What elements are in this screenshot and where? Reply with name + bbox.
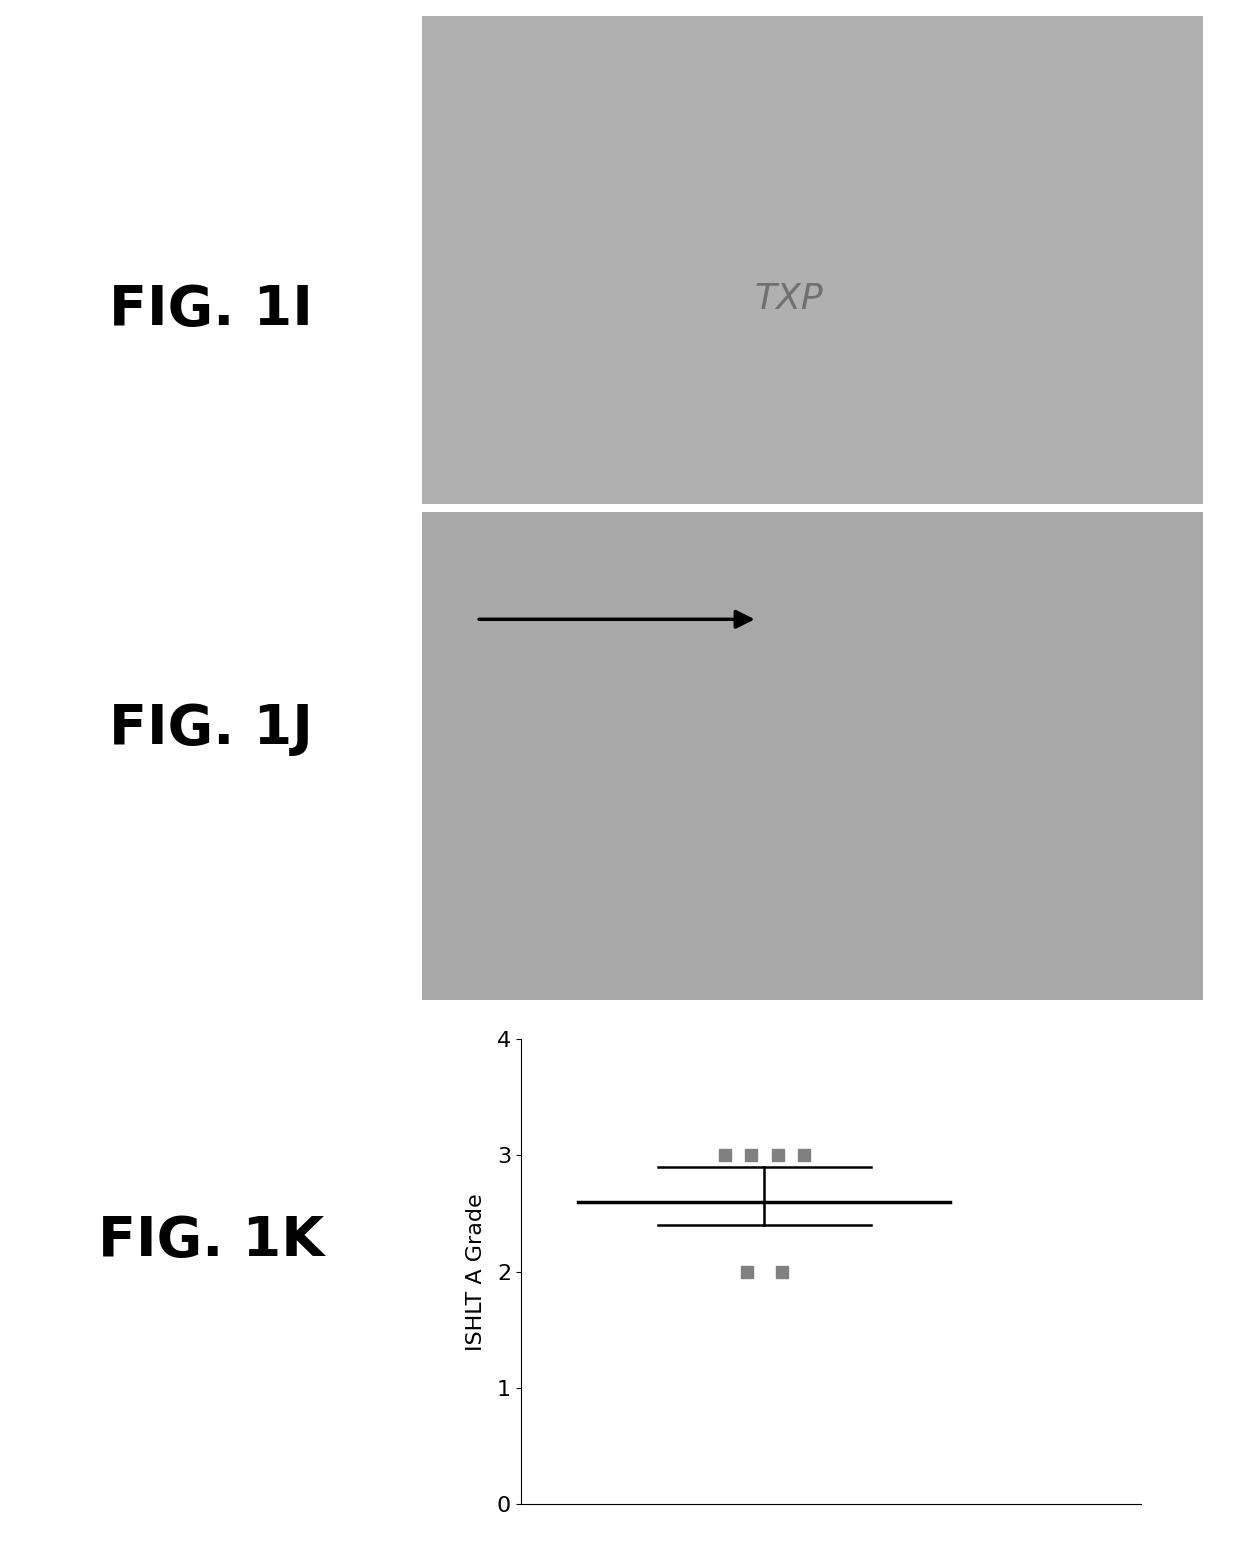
Y-axis label: ISHLT A Grade: ISHLT A Grade: [466, 1193, 486, 1351]
Text: FIG. 1I: FIG. 1I: [109, 284, 312, 337]
Text: FIG. 1J: FIG. 1J: [109, 703, 312, 755]
Text: FIG. 1K: FIG. 1K: [98, 1214, 324, 1267]
Text: TXP: TXP: [754, 282, 823, 316]
